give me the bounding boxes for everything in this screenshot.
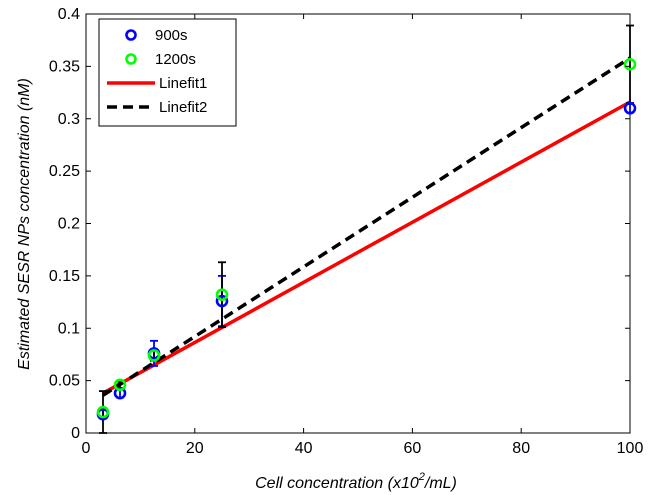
data-point-1200s	[113, 378, 127, 392]
fit-line-linefit1	[102, 100, 631, 395]
data-markers	[96, 57, 637, 421]
x-tick-label: 80	[512, 440, 530, 457]
x-tick-label: 20	[186, 440, 204, 457]
legend-label: Linefit1	[159, 75, 207, 92]
axis-ticks: 0 20 40 60 80 100 0 0.05 0.1 0.15 0.2 0.25 0.3 0.35 0.…	[49, 6, 644, 457]
y-tick-label: 0	[71, 425, 80, 442]
legend-marker-1200s	[125, 53, 137, 65]
x-tick-label: 100	[617, 440, 644, 457]
x-axis-label: Cell concentration (x102/mL)	[255, 471, 457, 492]
x-tick-label: 60	[404, 440, 422, 457]
y-tick-label: 0.4	[58, 6, 80, 23]
y-tick-label: 0.1	[58, 320, 80, 337]
legend-label: 1200s	[155, 51, 196, 68]
legend: 900s 1200s Linefit1 Linefit2	[98, 18, 237, 127]
legend-label: 900s	[155, 27, 188, 44]
y-tick-label: 0.35	[49, 58, 80, 75]
fit-line-linefit2	[102, 56, 631, 397]
y-tick-label: 0.2	[58, 216, 80, 233]
data-point-900s	[113, 386, 127, 400]
y-axis-label: Estimated SESR NPs concentration (nM)	[16, 78, 33, 370]
data-point-1200s	[147, 349, 161, 362]
fit-lines	[102, 56, 631, 397]
x-axis-label-tail: /mL)	[424, 475, 457, 492]
x-tick-label: 40	[295, 440, 313, 457]
data-point-1200s	[215, 288, 229, 302]
y-tick-label: 0.15	[49, 268, 80, 285]
data-point-900s	[215, 294, 229, 308]
data-point-900s	[623, 101, 637, 115]
data-point-1200s	[623, 57, 637, 71]
y-tick-label: 0.05	[49, 373, 80, 390]
data-point-1200s	[96, 405, 110, 419]
legend-label: Linefit2	[159, 99, 207, 116]
x-tick-label: 0	[82, 440, 91, 457]
x-axis-label-main: Cell concentration (x10	[255, 475, 419, 492]
y-tick-label: 0.3	[58, 111, 80, 128]
legend-box	[98, 18, 237, 127]
x-axis-label-superscript: 2	[418, 471, 425, 483]
legend-marker-900s	[125, 29, 137, 41]
y-tick-label: 0.25	[49, 163, 80, 180]
